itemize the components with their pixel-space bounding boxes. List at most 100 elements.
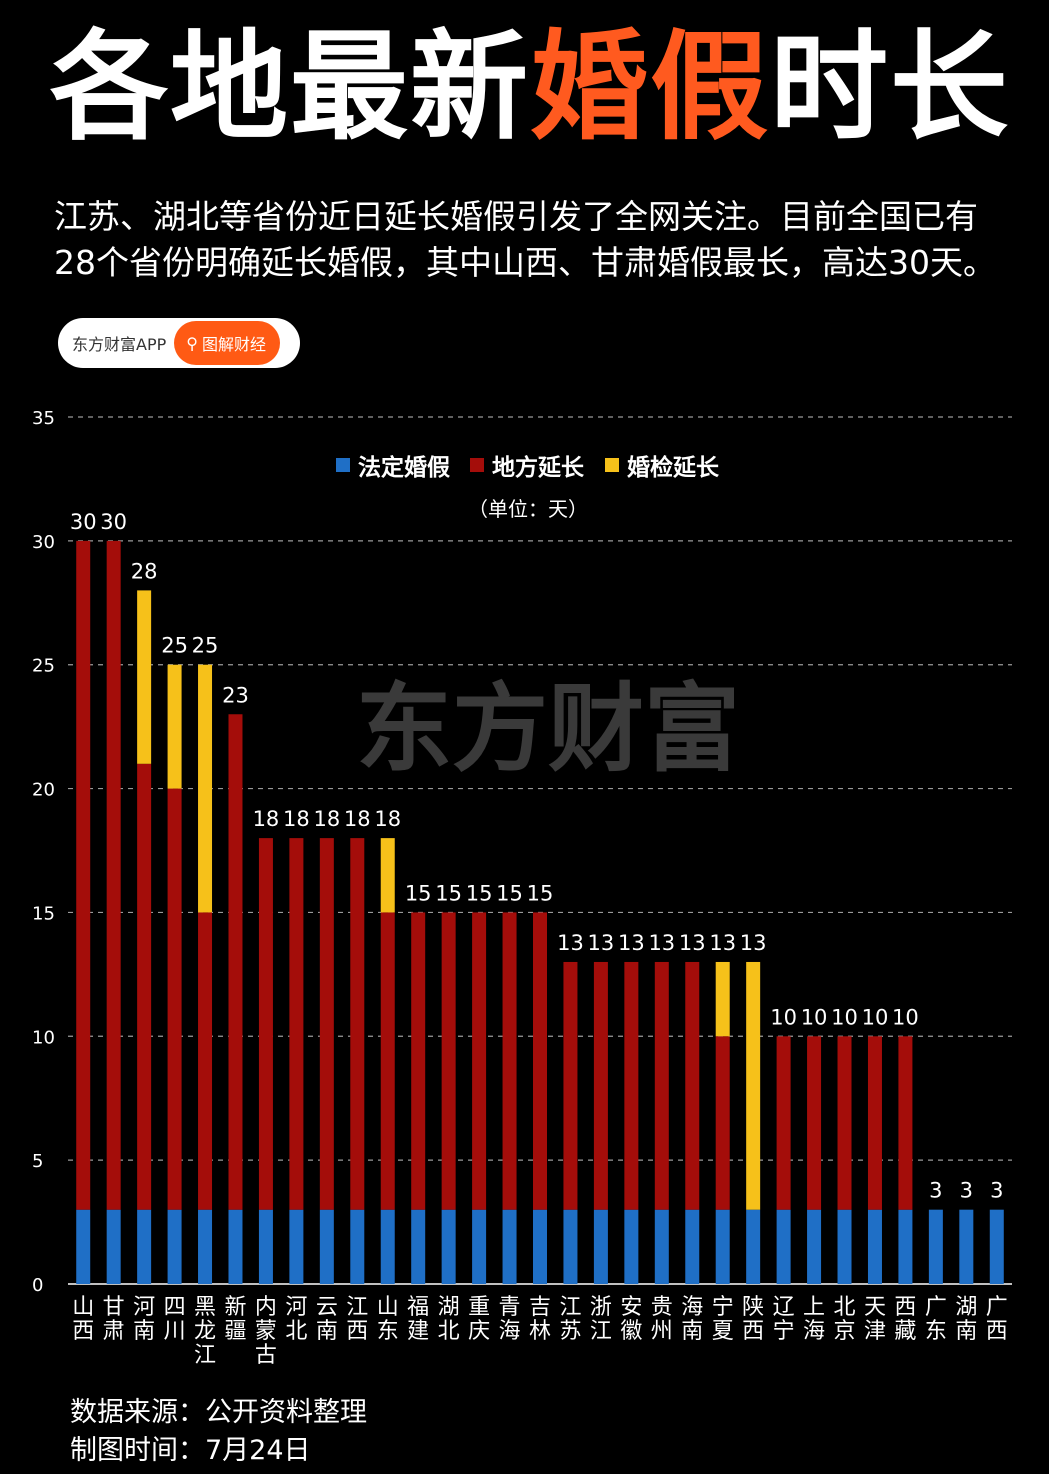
- x-tick-label: 吉: [529, 1295, 551, 1320]
- bar-segment: [380, 912, 395, 1210]
- bar-segment: [350, 1209, 365, 1284]
- x-tick-label: 江: [559, 1295, 581, 1320]
- x-tick-label: 西: [894, 1295, 916, 1320]
- x-tick-label: 南: [681, 1319, 703, 1344]
- x-tick-label: 南: [955, 1319, 977, 1344]
- data-label: 3: [960, 1179, 973, 1203]
- data-label: 30: [70, 510, 97, 534]
- legend-exam-swatch: [605, 458, 619, 472]
- x-tick-label: 夏: [712, 1319, 734, 1344]
- x-tick-label: 疆: [224, 1319, 246, 1344]
- bar-segment: [898, 1209, 913, 1284]
- legend-exam: 婚检延长: [627, 454, 720, 481]
- x-tick-label: 内: [255, 1295, 277, 1320]
- y-tick-label: 30: [32, 532, 55, 553]
- bar-segment: [137, 763, 152, 1210]
- data-label: 23: [222, 683, 249, 707]
- bar-segment: [685, 961, 700, 1210]
- bar-segment: [776, 1036, 791, 1210]
- data-label: 15: [405, 881, 432, 905]
- x-tick-label: 四: [164, 1295, 186, 1320]
- bar-segment: [411, 912, 426, 1210]
- x-tick-label: 宁: [712, 1295, 734, 1320]
- bar-segment: [502, 912, 517, 1210]
- bar-segment: [807, 1036, 822, 1210]
- x-tick-label: 海: [803, 1319, 825, 1344]
- data-label: 13: [618, 931, 645, 955]
- x-tick-label: 黑: [194, 1295, 216, 1320]
- data-label: 25: [161, 634, 188, 658]
- bar-segment: [167, 788, 182, 1210]
- bar-segment: [258, 838, 273, 1210]
- bar-segment: [289, 838, 304, 1210]
- x-tick-label: 徽: [620, 1319, 642, 1344]
- x-tick-label: 山: [72, 1295, 94, 1320]
- brand-pill[interactable]: 东方财富APP ⚲ 图解财经: [58, 318, 300, 368]
- x-tick-label: 古: [255, 1343, 277, 1368]
- data-label: 18: [344, 807, 371, 831]
- bar-segment: [989, 1209, 1004, 1284]
- data-label: 10: [862, 1005, 889, 1029]
- bar-segment: [533, 1209, 547, 1284]
- bar-segment: [502, 1209, 517, 1284]
- bar-segment: [807, 1209, 822, 1284]
- bar-segment: [867, 1036, 882, 1210]
- bar-segment: [106, 1209, 121, 1284]
- bar-segment: [624, 1209, 639, 1284]
- x-tick-label: 西: [72, 1319, 94, 1344]
- data-label: 10: [770, 1005, 797, 1029]
- data-label: 3: [990, 1179, 1003, 1203]
- x-tick-label: 江: [590, 1319, 612, 1344]
- bar-segment: [593, 961, 608, 1210]
- x-tick-label: 浙: [590, 1295, 612, 1320]
- title-accent: 婚假: [530, 18, 771, 156]
- x-tick-label: 北: [834, 1295, 856, 1320]
- x-tick-label: 辽: [773, 1295, 795, 1320]
- bar-segment: [319, 838, 334, 1210]
- bar-segment: [441, 912, 456, 1210]
- x-tick-label: 东: [377, 1319, 399, 1344]
- x-tick-label: 甘: [103, 1295, 125, 1320]
- x-tick-label: 龙: [194, 1319, 216, 1344]
- bar-segment: [715, 961, 730, 1037]
- bar-segment: [289, 1209, 304, 1284]
- x-tick-label: 津: [864, 1319, 886, 1344]
- bar-segment: [198, 664, 213, 913]
- bar-segment: [867, 1209, 882, 1284]
- bar-segment: [228, 714, 243, 1210]
- bar-segment: [380, 838, 395, 913]
- brand-tag-button[interactable]: ⚲ 图解财经: [174, 321, 280, 365]
- data-label: 10: [801, 1005, 828, 1029]
- x-tick-label: 西: [986, 1319, 1008, 1344]
- x-tick-label: 肃: [103, 1319, 125, 1344]
- data-label: 13: [709, 931, 736, 955]
- title-part1: 各地最新: [50, 18, 531, 156]
- x-tick-label: 西: [346, 1319, 368, 1344]
- y-tick-label: 10: [32, 1027, 55, 1048]
- x-tick-label: 新: [224, 1295, 246, 1320]
- bar-segment: [563, 1209, 578, 1284]
- y-tick-label: 25: [32, 656, 55, 677]
- x-tick-label: 河: [133, 1295, 155, 1320]
- legend-statutory: 法定婚假: [358, 454, 450, 481]
- data-source: 数据来源：公开资料整理: [70, 1397, 367, 1428]
- x-tick-label: 南: [133, 1319, 155, 1344]
- bar-segment: [654, 961, 669, 1210]
- bar-segment: [746, 961, 761, 1210]
- x-tick-label: 陕: [742, 1295, 764, 1320]
- unit-note: （单位：天）: [468, 497, 588, 521]
- x-tick-label: 南: [316, 1319, 338, 1344]
- bar-segment: [472, 1209, 487, 1284]
- bar-segment: [350, 838, 365, 1210]
- chart-date: 制图时间：7月24日: [70, 1435, 311, 1466]
- data-label: 3: [929, 1179, 942, 1203]
- x-tick-label: 山: [377, 1295, 399, 1320]
- data-label: 10: [892, 1005, 919, 1029]
- x-tick-label: 庆: [468, 1319, 490, 1344]
- bar-segment: [228, 1209, 243, 1284]
- y-tick-label: 35: [32, 408, 55, 429]
- data-label: 15: [435, 881, 462, 905]
- x-tick-label: 上: [803, 1295, 825, 1320]
- x-tick-label: 蒙: [255, 1319, 277, 1344]
